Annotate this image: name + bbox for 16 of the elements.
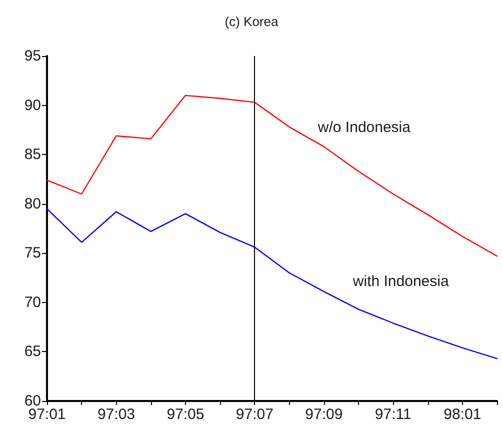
- x-tick-label: 97:05: [166, 406, 204, 423]
- x-tick-label: 97:03: [97, 406, 136, 423]
- x-tick-label: 98:01: [444, 406, 482, 423]
- y-tick-label: 95: [24, 48, 41, 64]
- series-label: w/o Indonesia: [316, 119, 412, 136]
- x-tick-label: 97:09: [305, 406, 343, 423]
- x-tick-label: 97:11: [374, 406, 412, 423]
- chart-title: (c) Korea: [224, 14, 279, 29]
- x-tick-label: 97:07: [236, 406, 274, 423]
- series-label: with Indonesia: [352, 273, 450, 290]
- y-tick-label: 85: [24, 146, 41, 164]
- y-tick-label: 70: [24, 294, 41, 311]
- y-tick-label: 80: [24, 195, 41, 212]
- y-tick-label: 75: [24, 244, 41, 262]
- y-tick-label: 65: [24, 343, 41, 360]
- y-tick-label: 90: [24, 96, 41, 114]
